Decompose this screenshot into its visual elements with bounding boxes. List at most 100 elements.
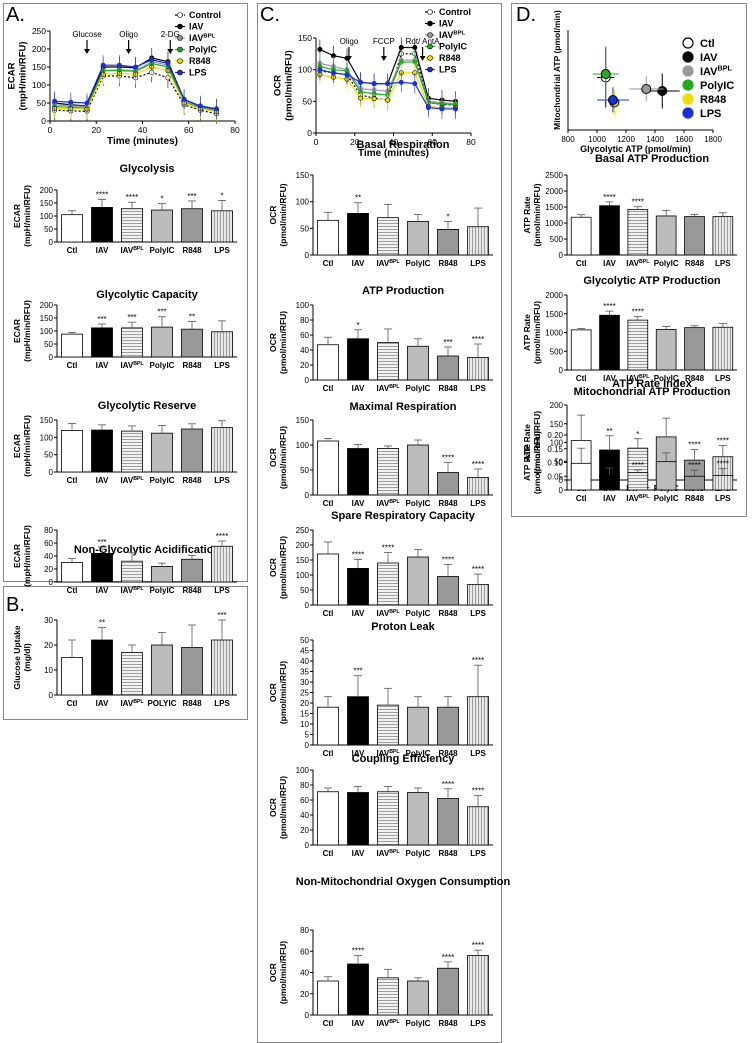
y-tick-label: 0.20 <box>547 431 563 440</box>
y-axis-label-line2: (pmol/min/RFU) <box>278 776 288 839</box>
category-label: LPS <box>470 1019 486 1028</box>
panel-letter-b: B. <box>6 594 25 616</box>
bar-r848 <box>437 576 459 606</box>
significance-label: **** <box>472 787 484 796</box>
injection-label: 2-DG <box>161 30 180 39</box>
y-tick-label: 0 <box>307 128 312 138</box>
series-point <box>149 57 155 63</box>
chart-title: Spare Respiratory Capacity <box>331 510 476 522</box>
legend-label: Ctl <box>700 38 715 50</box>
bar-polyic <box>151 644 173 696</box>
category-label: PolyIC <box>406 1019 431 1028</box>
bar-polyic <box>407 792 429 846</box>
category-label: POLYIC <box>147 699 176 708</box>
category-label: LPS <box>214 586 230 595</box>
y-tick-label: 0.15 <box>547 445 563 454</box>
y-tick-label: 50 <box>37 98 47 108</box>
bar-r848 <box>684 216 705 256</box>
category-label: R848 <box>438 384 458 393</box>
significance-label: * <box>636 430 639 439</box>
x-tick-label: 0 <box>48 125 53 135</box>
bar-iav-bpl <box>121 208 143 243</box>
category-label: R848 <box>685 374 705 383</box>
bar-ctl <box>317 791 339 846</box>
y-tick-label: 100 <box>40 327 54 336</box>
y-tick-label: 150 <box>550 420 564 429</box>
category-label: R848 <box>438 609 458 618</box>
series-point <box>344 72 350 78</box>
category-label: IAVBPL <box>120 476 144 485</box>
chart-C-basal: Basal Respiration 0 50 100 150 OCR (pmol/min/R… <box>268 139 493 268</box>
significance-label: **** <box>96 191 108 200</box>
y-tick-label: 0 <box>49 691 54 700</box>
category-label: IAV <box>96 699 109 708</box>
point-iav-bpl <box>641 84 652 94</box>
bar-iav-bpl <box>121 560 143 583</box>
category-label: IAVBPL <box>376 1019 400 1028</box>
chart-A-ts: 0 50 100 150 200 250 0 20 40 60 80 Time (minutes) EC… <box>6 26 240 147</box>
significance-label: **** <box>688 441 700 450</box>
bar-iav-bpl <box>377 562 399 606</box>
series-point <box>371 96 377 102</box>
bar-polyic <box>407 220 429 256</box>
category-label: LPS <box>470 749 486 758</box>
bar-iav-bpl <box>377 217 399 256</box>
chart-title: Mitochondrial ATP Production <box>574 386 731 398</box>
y-tick-label: 150 <box>40 416 54 425</box>
legend-marker <box>427 32 433 38</box>
category-label: PolyIC <box>406 849 431 858</box>
bar-polyic <box>151 326 173 358</box>
y-tick-label: 150 <box>296 556 310 565</box>
y-tick-label: 15 <box>300 710 309 719</box>
category-label: IAV <box>96 361 109 370</box>
significance-label: **** <box>603 193 615 202</box>
category-label: IAVBPL <box>626 494 650 503</box>
category-label: LPS <box>470 849 486 858</box>
bar-iav <box>91 639 113 696</box>
y-axis-label-line1: OCR <box>268 206 278 225</box>
category-label: LPS <box>214 699 230 708</box>
bar-ctl <box>317 980 339 1016</box>
legend-marker <box>427 20 433 27</box>
y-tick-label: 50 <box>554 457 563 466</box>
y-tick-label: 100 <box>40 212 54 221</box>
y-tick-label: 150 <box>296 416 310 425</box>
bar-ctl <box>61 333 83 358</box>
legend-marker <box>427 43 433 50</box>
category-label: IAVBPL <box>120 246 144 255</box>
x-axis-label: Time (minutes) <box>107 136 178 147</box>
y-axis-label-line2: (mpH/min/RFU) <box>22 415 32 477</box>
y-tick-label: 60 <box>300 331 309 340</box>
x-axis-label: Time (minutes) <box>358 148 429 159</box>
bar-polyic <box>407 556 429 606</box>
legend-marker <box>177 69 183 76</box>
category-label: Ctl <box>323 609 334 618</box>
category-label: Ctl <box>67 586 78 595</box>
category-label: R848 <box>182 361 202 370</box>
bar-iav-bpl <box>627 209 649 256</box>
series-point <box>317 67 323 73</box>
chart-title: ATP Production <box>362 285 444 297</box>
series-point <box>425 105 431 111</box>
significance-label: **** <box>472 565 484 574</box>
bar-lps <box>467 584 489 606</box>
bar-polyic <box>151 566 173 583</box>
bar-lps <box>211 427 233 473</box>
bar-iav <box>347 338 369 381</box>
y-tick-label: 100 <box>550 439 564 448</box>
category-label: R848 <box>182 699 202 708</box>
y-tick-label: 0 <box>559 366 564 375</box>
y-tick-label: 100 <box>296 301 310 310</box>
y-tick-label: 200 <box>296 541 310 550</box>
y-tick-label: 25 <box>300 689 309 698</box>
significance-label: *** <box>353 667 362 676</box>
y-tick-label: 1000 <box>545 219 563 228</box>
y-tick-label: 2000 <box>545 291 563 300</box>
injection-label: Glucose <box>72 30 102 39</box>
y-axis-label-line2: (mpH/min/RFU) <box>18 41 29 110</box>
series-point <box>398 44 404 50</box>
category-label: Ctl <box>323 499 334 508</box>
legend-label: LPS <box>700 108 721 120</box>
bar-lps <box>467 955 489 1016</box>
y-tick-label: 0 <box>305 491 310 500</box>
